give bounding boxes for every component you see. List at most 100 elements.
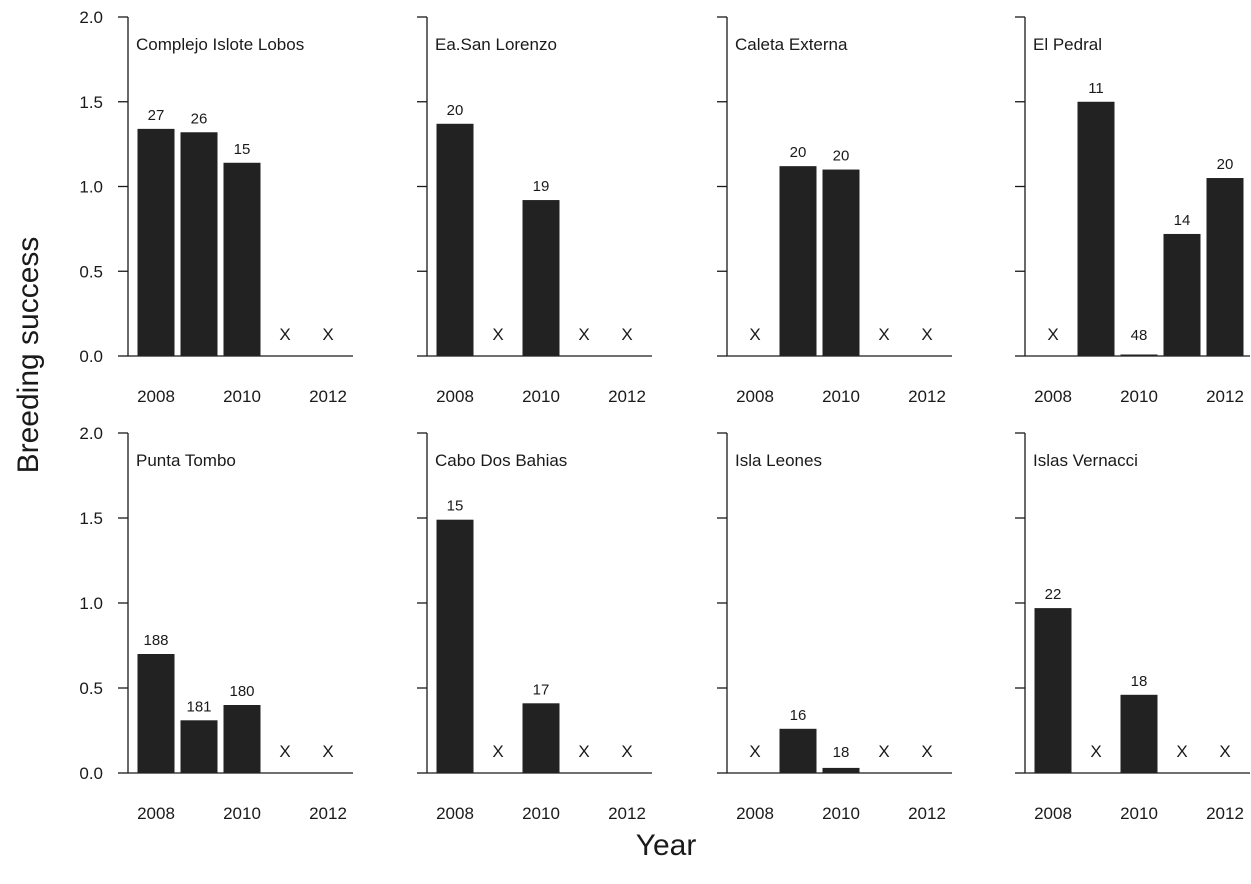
missing-marker: X xyxy=(621,325,632,344)
x-tick-label: 2008 xyxy=(736,387,774,406)
missing-marker: X xyxy=(1176,742,1187,761)
x-tick-label: 2012 xyxy=(1206,387,1244,406)
x-tick-label: 2008 xyxy=(137,804,175,823)
bar-sample-label: 188 xyxy=(143,632,168,649)
bar xyxy=(522,200,560,356)
panel: Isla Leones X 16 18 X X 2008 2010 2012 xyxy=(717,432,952,823)
x-tick-label: 2010 xyxy=(522,804,560,823)
y-tick-label: 1.5 xyxy=(79,509,103,528)
x-tick-label: 2012 xyxy=(1206,804,1244,823)
x-tick-label: 2008 xyxy=(436,387,474,406)
bar-sample-label: 20 xyxy=(833,148,850,165)
missing-marker: X xyxy=(749,325,760,344)
bar xyxy=(779,728,817,773)
missing-marker: X xyxy=(578,742,589,761)
bar xyxy=(1120,694,1158,773)
bar xyxy=(137,654,175,773)
bar-sample-label: 15 xyxy=(234,141,251,158)
bar xyxy=(180,132,218,356)
bar-sample-label: 20 xyxy=(1217,156,1234,173)
bar-sample-label: 181 xyxy=(186,698,211,715)
missing-marker: X xyxy=(578,325,589,344)
panel-title: Caleta Externa xyxy=(735,35,848,54)
missing-marker: X xyxy=(621,742,632,761)
x-tick-label: 2010 xyxy=(1120,804,1158,823)
bar-sample-label: 20 xyxy=(790,144,807,161)
x-tick-label: 2008 xyxy=(1034,804,1072,823)
bar-sample-label: 14 xyxy=(1174,212,1191,229)
bar-sample-label: 16 xyxy=(790,707,807,724)
panel: Ea.San Lorenzo 20 X 19 X X 2008 2010 2012 xyxy=(417,16,652,406)
y-tick-label: 0.5 xyxy=(79,262,103,281)
y-tick-label: 1.0 xyxy=(79,178,103,197)
missing-marker: X xyxy=(749,742,760,761)
bar-sample-label: 48 xyxy=(1131,327,1148,344)
panel-title: Cabo Dos Bahias xyxy=(435,451,567,470)
missing-marker: X xyxy=(1090,742,1101,761)
panel-title: Complejo Islote Lobos xyxy=(136,35,304,54)
x-tick-label: 2010 xyxy=(822,387,860,406)
missing-marker: X xyxy=(878,325,889,344)
bar xyxy=(223,705,261,773)
bar-sample-label: 19 xyxy=(533,178,550,195)
x-tick-label: 2008 xyxy=(137,387,175,406)
bar xyxy=(1034,608,1072,773)
panel-title: El Pedral xyxy=(1033,35,1102,54)
missing-marker: X xyxy=(322,325,333,344)
missing-marker: X xyxy=(1047,325,1058,344)
y-tick-label: 2.0 xyxy=(79,8,103,27)
bar xyxy=(1163,233,1201,356)
bar xyxy=(436,519,474,773)
panels-group: 0.0 0.5 1.0 1.5 2.0 Complejo Islote Lobos 27 26… xyxy=(79,8,1250,823)
bar-sample-label: 20 xyxy=(447,102,464,119)
panel: 0.0 0.5 1.0 1.5 2.0 Complejo Islote Lobos 27 26… xyxy=(79,8,353,406)
x-tick-label: 2010 xyxy=(1120,387,1158,406)
missing-marker: X xyxy=(921,742,932,761)
bar xyxy=(436,123,474,356)
panel: El Pedral X 11 48 14 20 2008 2010 2012 xyxy=(1015,16,1250,406)
bar xyxy=(1206,178,1244,356)
y-tick-label: 0.0 xyxy=(79,764,103,783)
missing-marker: X xyxy=(492,325,503,344)
bar xyxy=(1120,354,1158,356)
bar xyxy=(779,166,817,356)
bar-sample-label: 22 xyxy=(1045,586,1062,603)
x-tick-label: 2012 xyxy=(608,387,646,406)
bar-sample-label: 15 xyxy=(447,498,464,515)
bar-sample-label: 26 xyxy=(191,110,208,127)
panel: Cabo Dos Bahias 15 X 17 X X 2008 2010 2012 xyxy=(417,432,652,823)
x-tick-label: 2008 xyxy=(1034,387,1072,406)
x-tick-label: 2010 xyxy=(522,387,560,406)
x-tick-label: 2012 xyxy=(309,387,347,406)
bar xyxy=(822,767,860,773)
x-tick-label: 2008 xyxy=(436,804,474,823)
bar-sample-label: 11 xyxy=(1088,80,1104,97)
panel-title: Punta Tombo xyxy=(136,451,236,470)
missing-marker: X xyxy=(279,742,290,761)
missing-marker: X xyxy=(492,742,503,761)
panel: Islas Vernacci 22 X 18 X X 2008 2010 2012 xyxy=(1015,432,1250,823)
panel-title: Islas Vernacci xyxy=(1033,451,1138,470)
bar-sample-label: 180 xyxy=(229,683,254,700)
bar xyxy=(822,169,860,356)
panel: Caleta Externa X 20 20 X X 2008 2010 2012 xyxy=(717,16,952,406)
bar xyxy=(522,703,560,773)
x-tick-label: 2010 xyxy=(223,804,261,823)
y-tick-label: 0.5 xyxy=(79,679,103,698)
missing-marker: X xyxy=(322,742,333,761)
x-tick-label: 2012 xyxy=(309,804,347,823)
bar-sample-label: 17 xyxy=(533,681,550,698)
missing-marker: X xyxy=(279,325,290,344)
bar-sample-label: 18 xyxy=(1131,673,1148,690)
missing-marker: X xyxy=(1219,742,1230,761)
y-tick-label: 1.0 xyxy=(79,594,103,613)
bar-sample-label: 18 xyxy=(833,744,850,761)
panel: 0.0 0.5 1.0 1.5 2.0 Punta Tombo 188 181 180 X X 200… xyxy=(79,424,353,823)
missing-marker: X xyxy=(878,742,889,761)
panel-title: Ea.San Lorenzo xyxy=(435,35,557,54)
x-tick-label: 2010 xyxy=(822,804,860,823)
y-tick-label: 0.0 xyxy=(79,347,103,366)
bar xyxy=(1077,101,1115,356)
panel-title: Isla Leones xyxy=(735,451,822,470)
